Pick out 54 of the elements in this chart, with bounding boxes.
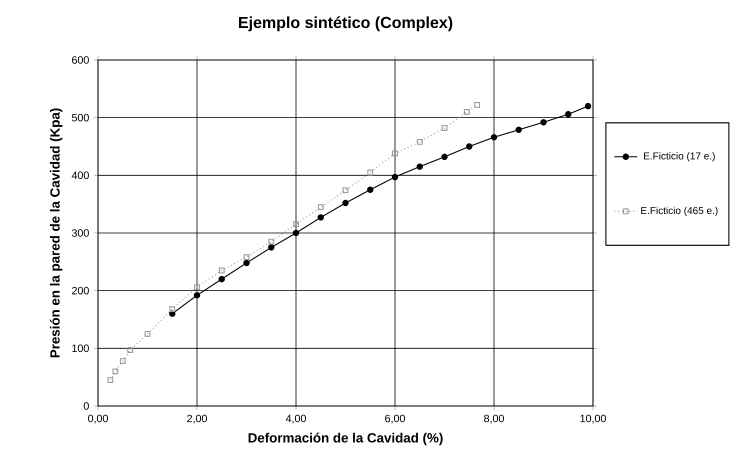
- x-tick-label: 0,00: [88, 414, 108, 424]
- y-tick-label: 200: [72, 286, 89, 294]
- point: [318, 214, 324, 221]
- point: [194, 284, 200, 290]
- point: [392, 150, 398, 156]
- point: [318, 204, 324, 210]
- y-tick-label: 600: [72, 56, 89, 64]
- point: [367, 186, 374, 193]
- point: [293, 221, 299, 228]
- y-tick-label: 500: [72, 114, 89, 122]
- point: [392, 174, 398, 180]
- point: [268, 238, 274, 245]
- point: [169, 306, 176, 312]
- point: [243, 260, 250, 266]
- point: [292, 230, 300, 236]
- point: [474, 102, 480, 108]
- point: [416, 163, 423, 170]
- x-tick-label: 4,00: [286, 414, 306, 424]
- x-tick-label: 2,00: [187, 414, 207, 424]
- point: [342, 200, 349, 206]
- y-tick-label: 100: [72, 344, 89, 352]
- y-tick-label: 300: [72, 229, 89, 237]
- chart-title: Ejemplo sintético (Complex): [239, 16, 452, 32]
- x-tick-label: 6,00: [385, 414, 405, 424]
- x-axis-title: Deformación de la Cavidad (%): [248, 432, 443, 446]
- point: [442, 125, 448, 131]
- y-axis-title: Presión en la pared de la Cavidad (Kpa): [50, 108, 62, 358]
- point: [194, 292, 200, 298]
- point: [218, 276, 225, 282]
- point: [516, 126, 522, 133]
- point: [441, 154, 448, 160]
- y-tick-label: 400: [72, 172, 89, 180]
- point: [540, 119, 547, 126]
- point: [584, 102, 592, 110]
- point: [466, 143, 472, 150]
- x-tick-label: 10,00: [580, 414, 606, 424]
- point: [107, 377, 114, 383]
- legend-label: E.Ficticio (465 e.): [641, 206, 718, 216]
- y-tick-label: 0: [84, 402, 89, 410]
- point: [464, 108, 470, 115]
- point: [268, 244, 274, 251]
- point: [218, 268, 225, 274]
- point: [144, 330, 150, 337]
- point: [120, 358, 126, 364]
- point: [416, 138, 423, 145]
- point: [342, 187, 348, 194]
- point: [565, 110, 572, 118]
- legend-label: E.Ficticio (17 e.): [644, 152, 715, 162]
- x-tick-label: 8,00: [484, 414, 504, 424]
- point: [112, 368, 118, 374]
- point: [127, 347, 134, 353]
- point: [490, 134, 498, 140]
- point: [244, 254, 250, 260]
- point: [367, 170, 374, 176]
